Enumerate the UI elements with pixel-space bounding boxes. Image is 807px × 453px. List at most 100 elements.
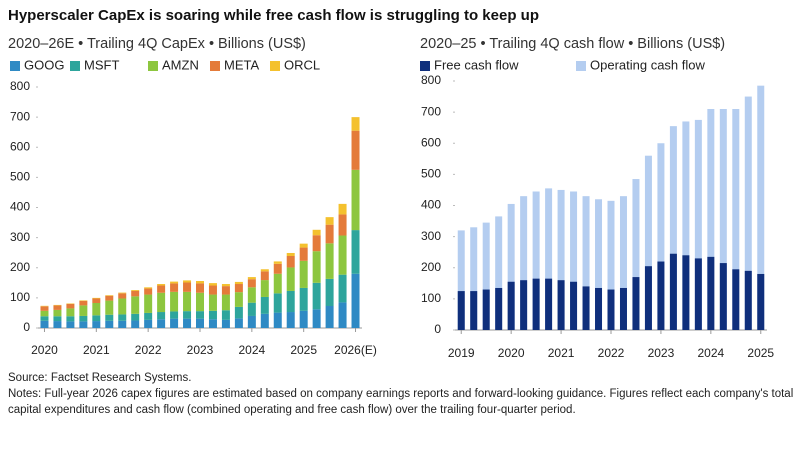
bar-segment bbox=[105, 295, 114, 301]
bar-segment bbox=[118, 314, 127, 321]
bar-segment bbox=[234, 284, 243, 293]
bar-segment bbox=[234, 306, 243, 319]
bar-segment bbox=[131, 290, 140, 297]
bar-segment bbox=[144, 287, 153, 289]
bar-segment bbox=[234, 318, 243, 328]
y-tick-label: 200 bbox=[10, 260, 30, 274]
bar-segment bbox=[79, 321, 88, 328]
y-tick-label: 0 bbox=[23, 320, 30, 334]
bar-segment bbox=[183, 291, 192, 312]
bar-segment bbox=[338, 274, 347, 303]
bar bbox=[470, 291, 478, 330]
bar-segment bbox=[131, 290, 140, 291]
bar-segment bbox=[221, 319, 230, 328]
bar-segment bbox=[351, 117, 360, 131]
bar bbox=[507, 203, 515, 330]
bar-segment bbox=[286, 256, 295, 268]
bar bbox=[557, 189, 565, 330]
bar-segment bbox=[273, 312, 282, 328]
bar-segment bbox=[79, 315, 88, 322]
bar bbox=[507, 281, 515, 330]
bar-segment bbox=[325, 278, 334, 307]
bar-segment bbox=[312, 251, 321, 283]
x-tick-label: 2021 bbox=[83, 343, 110, 357]
x-tick-label: 2024 bbox=[238, 343, 265, 357]
bar bbox=[632, 179, 640, 330]
bar bbox=[520, 280, 528, 330]
legend-swatch bbox=[420, 61, 430, 71]
bar-segment bbox=[92, 315, 101, 322]
bar-segment bbox=[247, 279, 256, 288]
bar-segment bbox=[144, 294, 153, 313]
bar bbox=[757, 273, 765, 330]
bar bbox=[732, 109, 740, 330]
bar-segment bbox=[208, 285, 217, 295]
x-tick-label: 2025 bbox=[747, 346, 774, 360]
bar bbox=[657, 261, 665, 330]
x-tick-label: 2022 bbox=[598, 346, 625, 360]
bar-segment bbox=[196, 311, 204, 319]
bar-segment bbox=[118, 298, 127, 315]
bar-segment bbox=[260, 269, 269, 272]
legend-label: AMZN bbox=[162, 57, 199, 72]
bar bbox=[644, 155, 652, 330]
bar-segment bbox=[105, 295, 114, 296]
bar-segment bbox=[260, 296, 269, 314]
bar bbox=[619, 287, 627, 330]
bar-segment bbox=[260, 313, 269, 328]
bar-segment bbox=[208, 310, 217, 320]
bar bbox=[607, 289, 615, 330]
bar-segment bbox=[208, 283, 217, 286]
bar-segment bbox=[234, 281, 243, 285]
bar-segment bbox=[170, 318, 179, 328]
bar-segment bbox=[92, 321, 101, 328]
bar-segment bbox=[118, 292, 127, 294]
y-tick-label: 200 bbox=[421, 260, 441, 274]
x-tick-label: 2023 bbox=[648, 346, 675, 360]
bar-segment bbox=[183, 282, 192, 292]
bar bbox=[457, 291, 465, 330]
bar-segment bbox=[40, 320, 49, 328]
bar bbox=[457, 230, 465, 330]
page-title: Hyperscaler CapEx is soaring while free … bbox=[8, 7, 539, 24]
bar-segment bbox=[351, 130, 360, 170]
bar-segment bbox=[92, 297, 101, 299]
bar-segment bbox=[208, 319, 217, 328]
bar bbox=[744, 270, 752, 330]
bar bbox=[557, 280, 565, 330]
bar bbox=[570, 191, 578, 330]
bar-segment bbox=[351, 169, 360, 231]
y-tick-label: 700 bbox=[10, 109, 30, 123]
bar bbox=[757, 85, 765, 330]
bar bbox=[595, 287, 603, 330]
bar-segment bbox=[351, 230, 360, 274]
bar bbox=[657, 143, 665, 330]
bar-segment bbox=[157, 319, 166, 328]
bar-segment bbox=[131, 313, 140, 321]
bar-segment bbox=[144, 312, 153, 320]
bar-segment bbox=[247, 315, 256, 328]
bar-segment bbox=[286, 312, 295, 328]
legend-label: ORCL bbox=[284, 57, 320, 72]
bar-segment bbox=[208, 294, 217, 311]
bar bbox=[532, 278, 540, 330]
bar-segment bbox=[131, 320, 140, 328]
x-tick-label: 2019 bbox=[448, 346, 475, 360]
bar-segment bbox=[53, 321, 62, 328]
bar-segment bbox=[157, 285, 166, 293]
bar-segment bbox=[247, 302, 256, 316]
bar-segment bbox=[338, 235, 347, 275]
bar-segment bbox=[118, 293, 127, 299]
bar-segment bbox=[247, 277, 256, 280]
x-tick-label: 2025 bbox=[290, 343, 317, 357]
y-tick-label: 400 bbox=[421, 198, 441, 212]
bar-segment bbox=[312, 235, 321, 252]
y-tick-label: 0 bbox=[434, 322, 441, 336]
bar-segment bbox=[312, 282, 321, 310]
bar bbox=[595, 199, 603, 330]
bar-segment bbox=[338, 302, 347, 328]
bar-segment bbox=[53, 316, 62, 322]
bar-segment bbox=[196, 281, 204, 284]
bar-segment bbox=[66, 308, 75, 317]
